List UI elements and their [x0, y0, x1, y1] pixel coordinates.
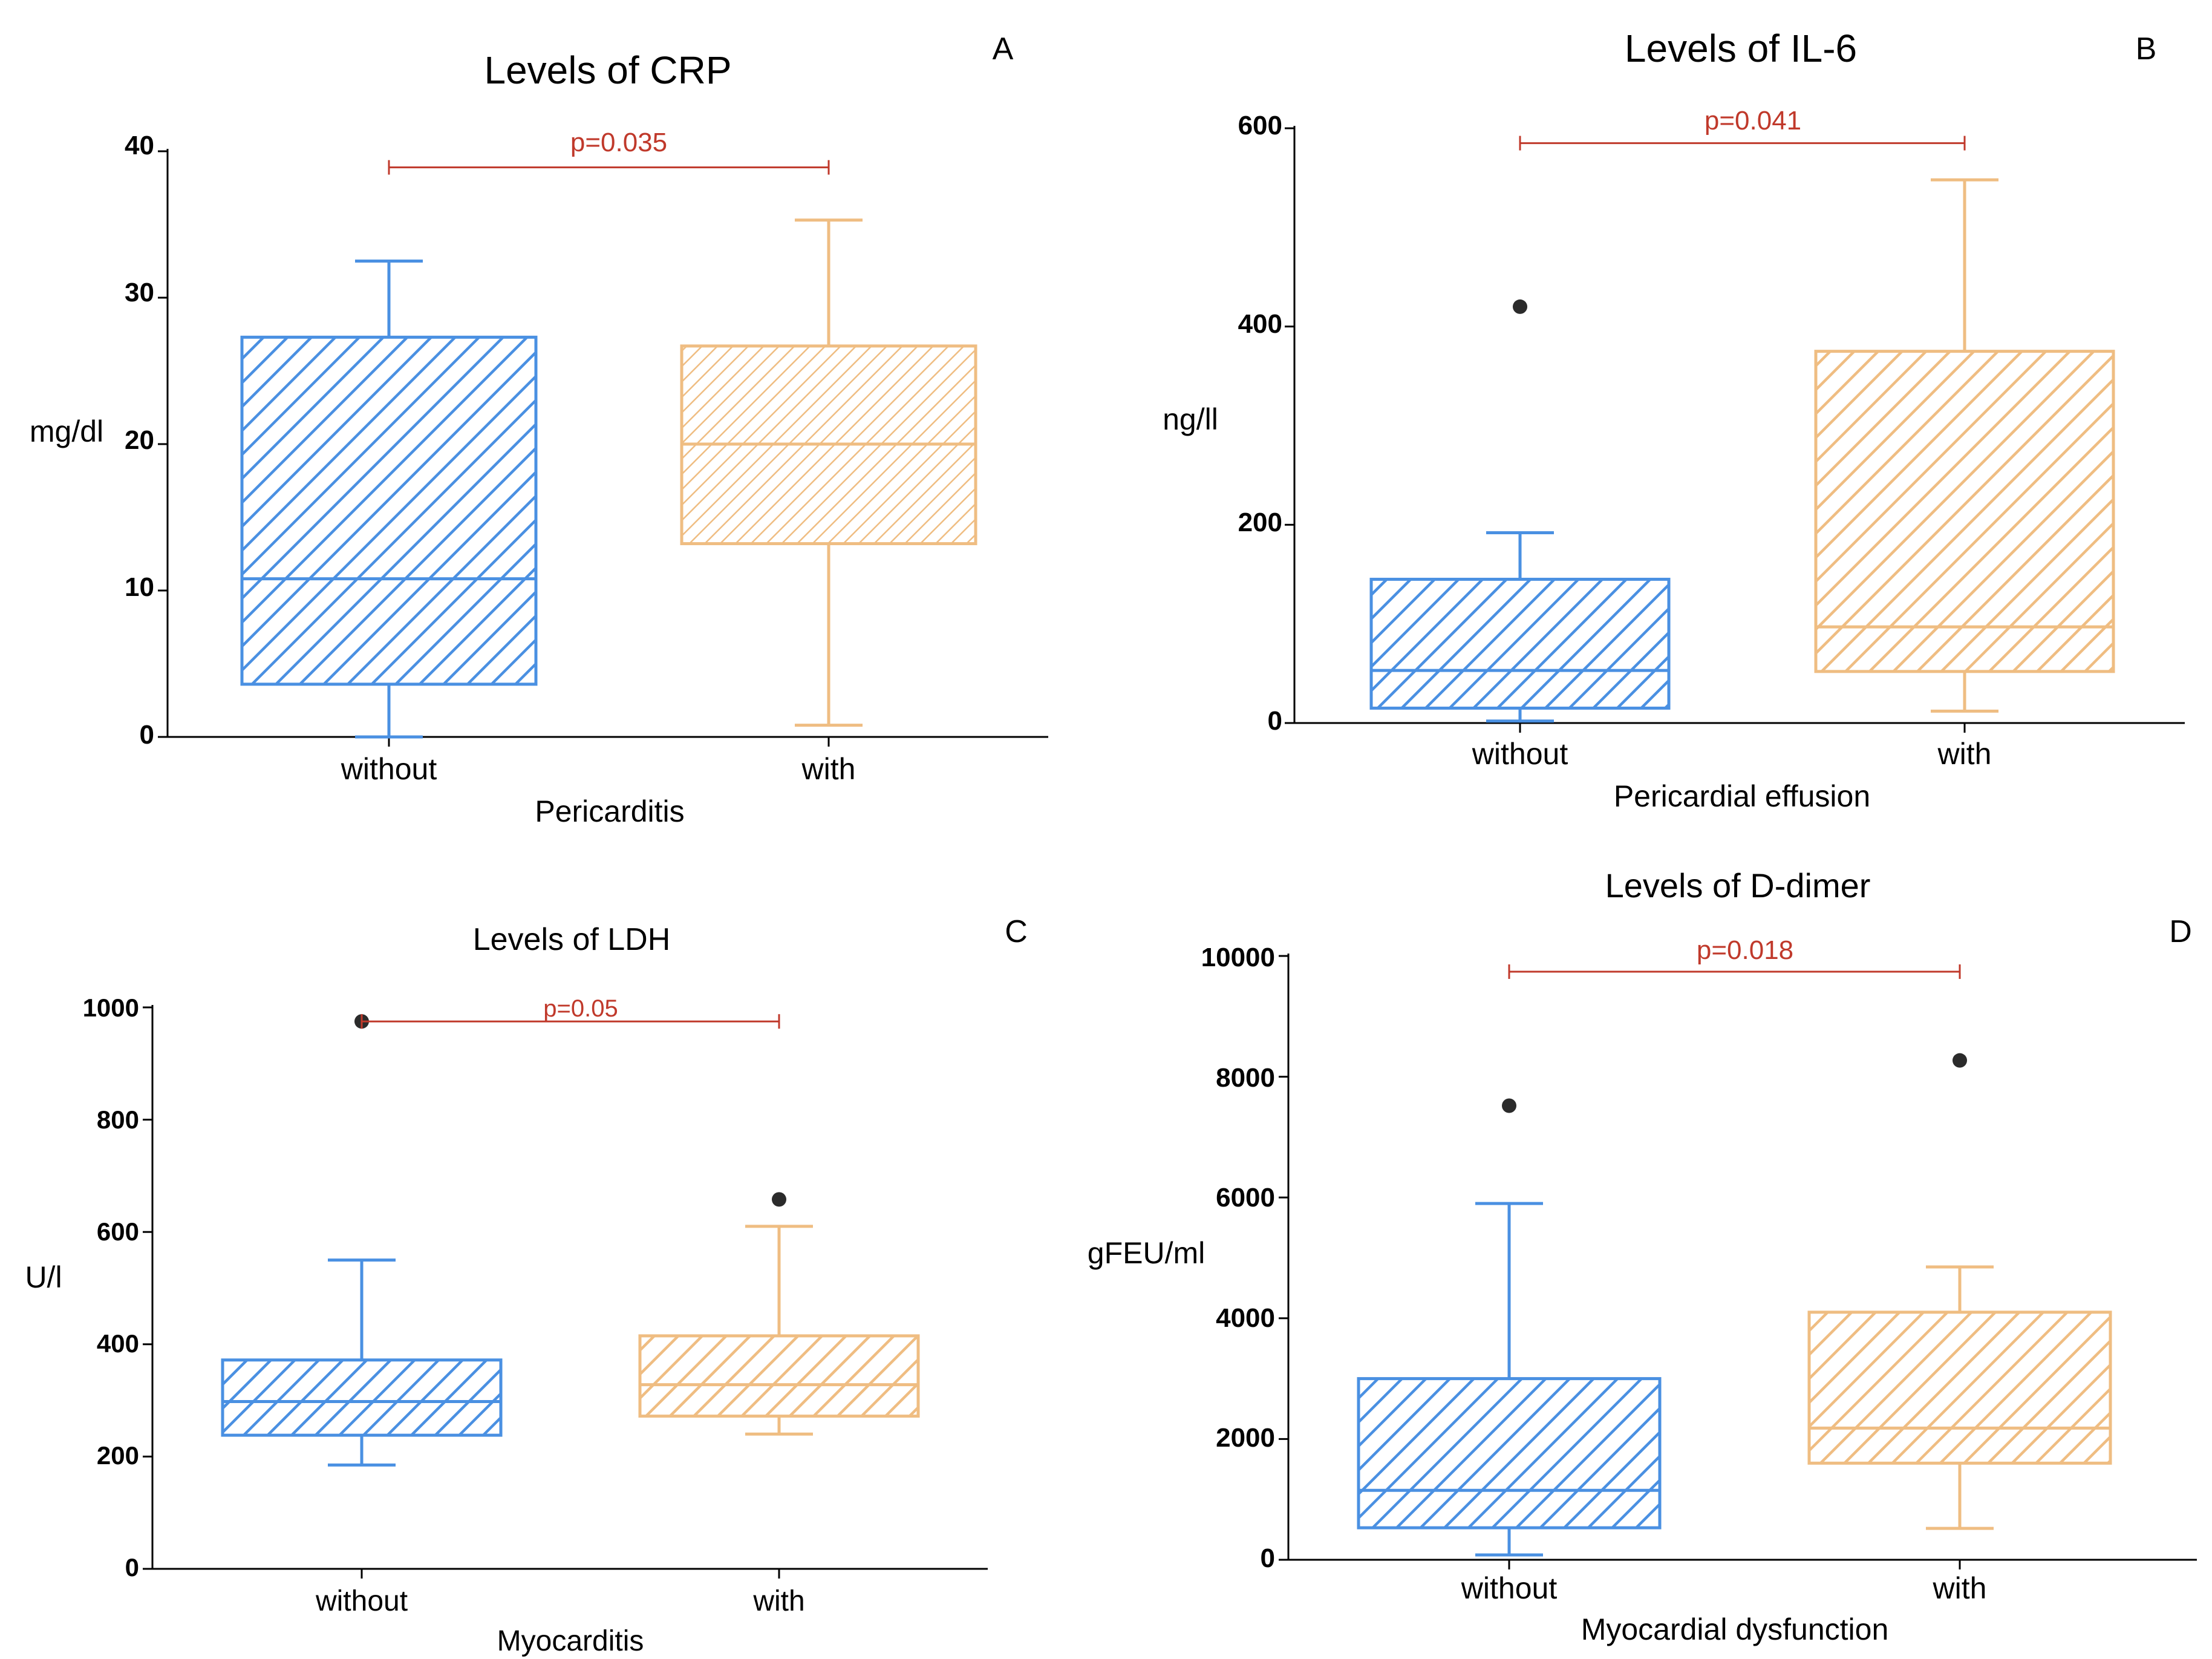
panel-d-without-outlier-0 — [1502, 1098, 1516, 1113]
panel-a-letter: A — [993, 31, 1014, 67]
panel-b-ytick-label-200: 200 — [1238, 508, 1282, 537]
panel-d-ytick-label-0: 0 — [1261, 1543, 1275, 1573]
panel-c-letter: C — [1005, 914, 1028, 949]
panel-d-ddimer: Levels of D-dimer D gFEU/ml Myocardial d… — [1088, 866, 2192, 1646]
panel-b-ytick-label-400: 400 — [1238, 309, 1282, 339]
panel-a-ytick-label-30: 30 — [125, 278, 154, 307]
panel-d-without-box — [1357, 1377, 1662, 1530]
panel-a-title: Levels of CRP — [484, 48, 731, 92]
panel-d-ytick-label-6000: 6000 — [1216, 1183, 1275, 1212]
panel-a-ylabel: mg/dl — [30, 414, 103, 448]
panel-b-ytick-label-0: 0 — [1268, 706, 1282, 736]
panel-c-ytick-label-400: 400 — [97, 1329, 139, 1358]
panel-b-significance-label: p=0.041 — [1705, 106, 1801, 136]
panel-d-with-box — [1807, 1311, 2112, 1465]
panel-b-letter: B — [2136, 31, 2157, 67]
panel-a-category-without: without — [341, 752, 437, 786]
panel-d-category-with: with — [1933, 1571, 1987, 1605]
panel-c-category-with: with — [752, 1585, 804, 1617]
panel-d-xlabel: Myocardial dysfunction — [1581, 1612, 1889, 1646]
panel-b-without-box — [1369, 577, 1671, 710]
panel-c-with-box — [638, 1334, 920, 1418]
panel-d-category-without: without — [1461, 1571, 1558, 1605]
panel-c-title: Levels of LDH — [473, 922, 671, 957]
panel-d-ytick-label-10000: 10000 — [1201, 943, 1275, 972]
chart-marks — [143, 126, 2197, 1579]
panel-b-xlabel: Pericardial effusion — [1614, 779, 1870, 813]
panel-a-ytick-label-10: 10 — [125, 572, 154, 602]
panel-d-title: Levels of D-dimer — [1605, 866, 1871, 905]
panel-c-significance-label: p=0.05 — [543, 995, 618, 1022]
panel-a-category-with: with — [801, 752, 856, 786]
panel-b-with-box — [1814, 350, 2115, 673]
panel-d-ylabel: gFEU/ml — [1088, 1236, 1205, 1270]
panel-a-crp: Levels of CRP A mg/dl Pericarditis witho… — [30, 31, 1014, 828]
panel-b-ytick-label-600: 600 — [1238, 111, 1282, 140]
panel-b-title: Levels of IL-6 — [1625, 27, 1857, 70]
panel-b-category-with: with — [1937, 737, 1992, 771]
panel-b-ylabel: ng/ll — [1163, 402, 1218, 436]
panel-a-ytick-label-20: 20 — [125, 425, 154, 455]
panel-c-ylabel: U/l — [25, 1260, 62, 1294]
panel-c-ldh: Levels of LDH C U/l Myocarditis without … — [25, 914, 1027, 1657]
panel-c-ytick-label-800: 800 — [97, 1105, 139, 1134]
panel-a-without-box — [240, 335, 538, 686]
panel-d-with-outlier-0 — [1953, 1053, 1967, 1068]
panel-c-with-outlier-0 — [772, 1192, 786, 1207]
panel-a-ytick-label-0: 0 — [140, 720, 154, 750]
panel-b-il6: Levels of IL-6 B ng/ll Pericardial effus… — [1163, 27, 2156, 813]
panel-b-category-without: without — [1472, 737, 1568, 771]
panel-a-significance-label: p=0.035 — [570, 128, 667, 157]
panel-d-ytick-label-4000: 4000 — [1216, 1303, 1275, 1333]
panel-a-xlabel: Pericarditis — [535, 794, 684, 828]
panel-c-ytick-label-1000: 1000 — [83, 993, 139, 1022]
panel-c-category-without: without — [315, 1585, 408, 1617]
panel-c-xlabel: Myocarditis — [497, 1625, 644, 1657]
panel-d-significance-label: p=0.018 — [1697, 935, 1793, 965]
panel-c-ytick-label-0: 0 — [125, 1553, 139, 1582]
panel-c-ytick-label-600: 600 — [97, 1217, 139, 1246]
panel-c-without-box — [221, 1358, 503, 1437]
panel-c-ytick-label-200: 200 — [97, 1441, 139, 1470]
panel-d-letter: D — [2169, 914, 2192, 949]
panel-a-ytick-label-40: 40 — [125, 131, 154, 160]
panel-d-ytick-label-8000: 8000 — [1216, 1063, 1275, 1093]
panel-d-ytick-label-2000: 2000 — [1216, 1423, 1275, 1453]
panel-b-without-outlier-0 — [1513, 299, 1527, 314]
